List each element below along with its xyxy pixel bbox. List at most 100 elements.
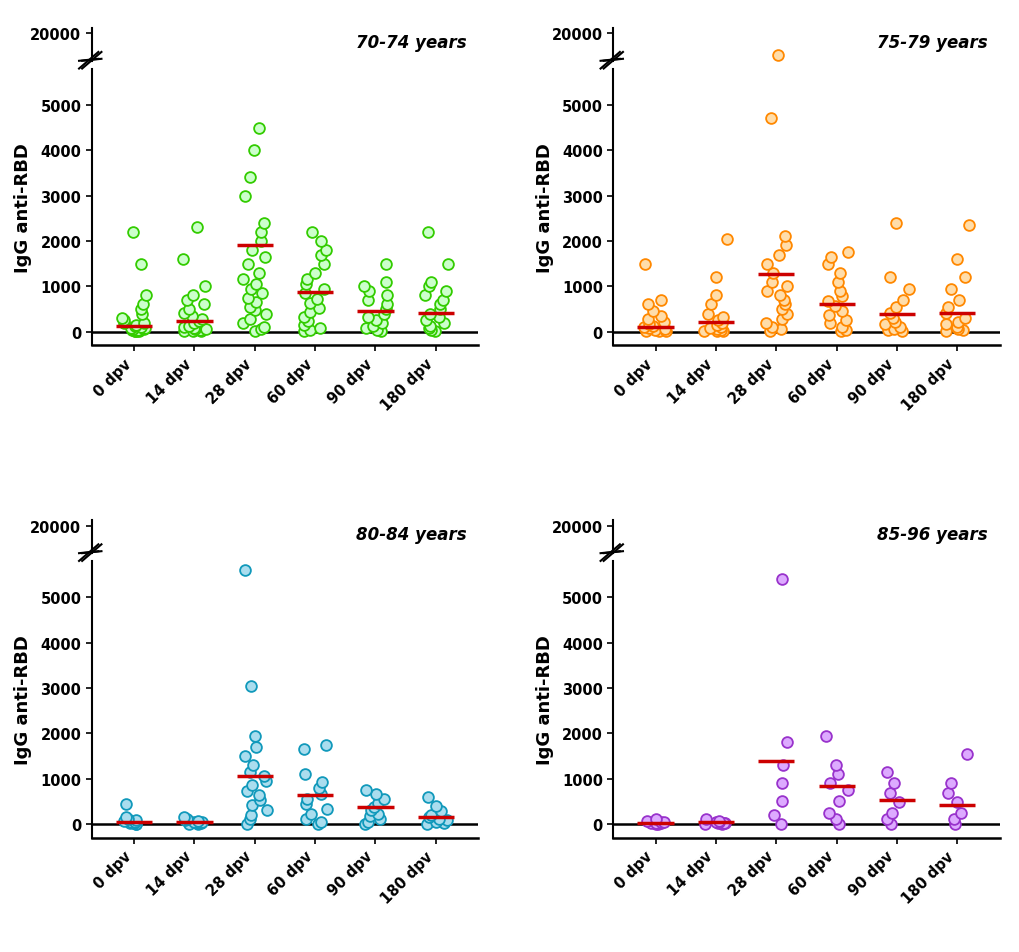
Point	[777, 127, 794, 142]
Point	[236, 621, 253, 636]
Point	[198, 323, 214, 338]
Point	[949, 322, 965, 337]
Point	[435, 136, 451, 151]
Point	[176, 813, 193, 828]
Point	[238, 625, 255, 640]
Point	[956, 130, 972, 146]
Point	[827, 622, 844, 637]
Point	[243, 627, 259, 643]
Point	[115, 628, 131, 644]
Point	[256, 124, 272, 139]
Point	[359, 628, 375, 644]
Point	[183, 308, 200, 324]
Point	[819, 294, 836, 309]
Point	[772, 816, 789, 831]
Point	[298, 277, 314, 292]
Point	[763, 129, 780, 145]
Point	[378, 131, 394, 147]
Point	[132, 302, 149, 317]
Point	[650, 137, 666, 152]
Point	[435, 628, 451, 644]
Point	[652, 628, 668, 644]
Point	[819, 129, 836, 144]
Point	[240, 102, 257, 117]
Point	[257, 128, 273, 143]
Point	[189, 629, 205, 645]
Point	[366, 800, 382, 815]
Point	[375, 625, 391, 641]
Point	[360, 293, 376, 308]
Point	[647, 816, 663, 831]
Point	[122, 815, 139, 830]
Point	[366, 626, 382, 642]
Point	[236, 598, 253, 613]
Point	[254, 132, 270, 148]
Point	[712, 137, 729, 152]
Point	[696, 816, 712, 831]
Point	[431, 628, 447, 644]
Point	[884, 135, 901, 150]
Point	[296, 136, 312, 151]
Point	[426, 325, 442, 340]
Point	[877, 623, 894, 638]
Point	[638, 628, 654, 644]
Point	[176, 628, 193, 644]
Point	[129, 323, 146, 338]
Point	[303, 806, 319, 822]
Point	[117, 626, 133, 642]
Point	[702, 133, 718, 149]
Point	[881, 130, 898, 146]
Point	[761, 325, 777, 340]
Point	[358, 137, 374, 152]
Point	[131, 137, 148, 152]
Point	[938, 625, 955, 641]
Point	[708, 137, 725, 152]
Point	[769, 49, 786, 64]
Point	[827, 758, 844, 773]
Point	[316, 129, 332, 144]
Point	[938, 134, 955, 149]
Point	[937, 136, 954, 151]
Point	[776, 126, 793, 141]
Point	[427, 628, 443, 644]
Point	[242, 135, 258, 150]
Point	[427, 814, 443, 829]
Point	[244, 778, 260, 793]
Point	[114, 135, 130, 150]
Point	[884, 311, 901, 327]
Point	[942, 776, 958, 791]
Point	[886, 776, 902, 791]
Point	[643, 629, 659, 645]
Point	[254, 287, 270, 302]
Point	[131, 325, 148, 340]
Point	[707, 628, 723, 644]
Point	[763, 320, 780, 335]
Y-axis label: IgG anti-RBD: IgG anti-RBD	[14, 635, 32, 764]
Point	[175, 136, 192, 151]
Point	[936, 137, 953, 152]
Point	[296, 318, 312, 333]
Point	[420, 625, 436, 641]
Point	[377, 129, 393, 144]
Point	[358, 783, 374, 798]
Point	[176, 628, 193, 644]
Point	[363, 627, 379, 643]
Point	[430, 135, 446, 150]
Point	[950, 315, 966, 330]
Point	[772, 135, 789, 150]
Point	[369, 795, 385, 810]
Point	[309, 629, 325, 645]
Point	[423, 137, 439, 152]
Point	[643, 816, 659, 831]
Point	[316, 131, 332, 147]
Point	[774, 758, 791, 773]
Point	[238, 629, 255, 645]
Point	[248, 131, 264, 147]
Point	[127, 629, 144, 645]
Point	[708, 136, 725, 151]
Point	[243, 679, 259, 694]
Point	[174, 252, 191, 268]
Point	[253, 234, 269, 249]
Point	[937, 135, 954, 150]
Point	[830, 626, 847, 642]
